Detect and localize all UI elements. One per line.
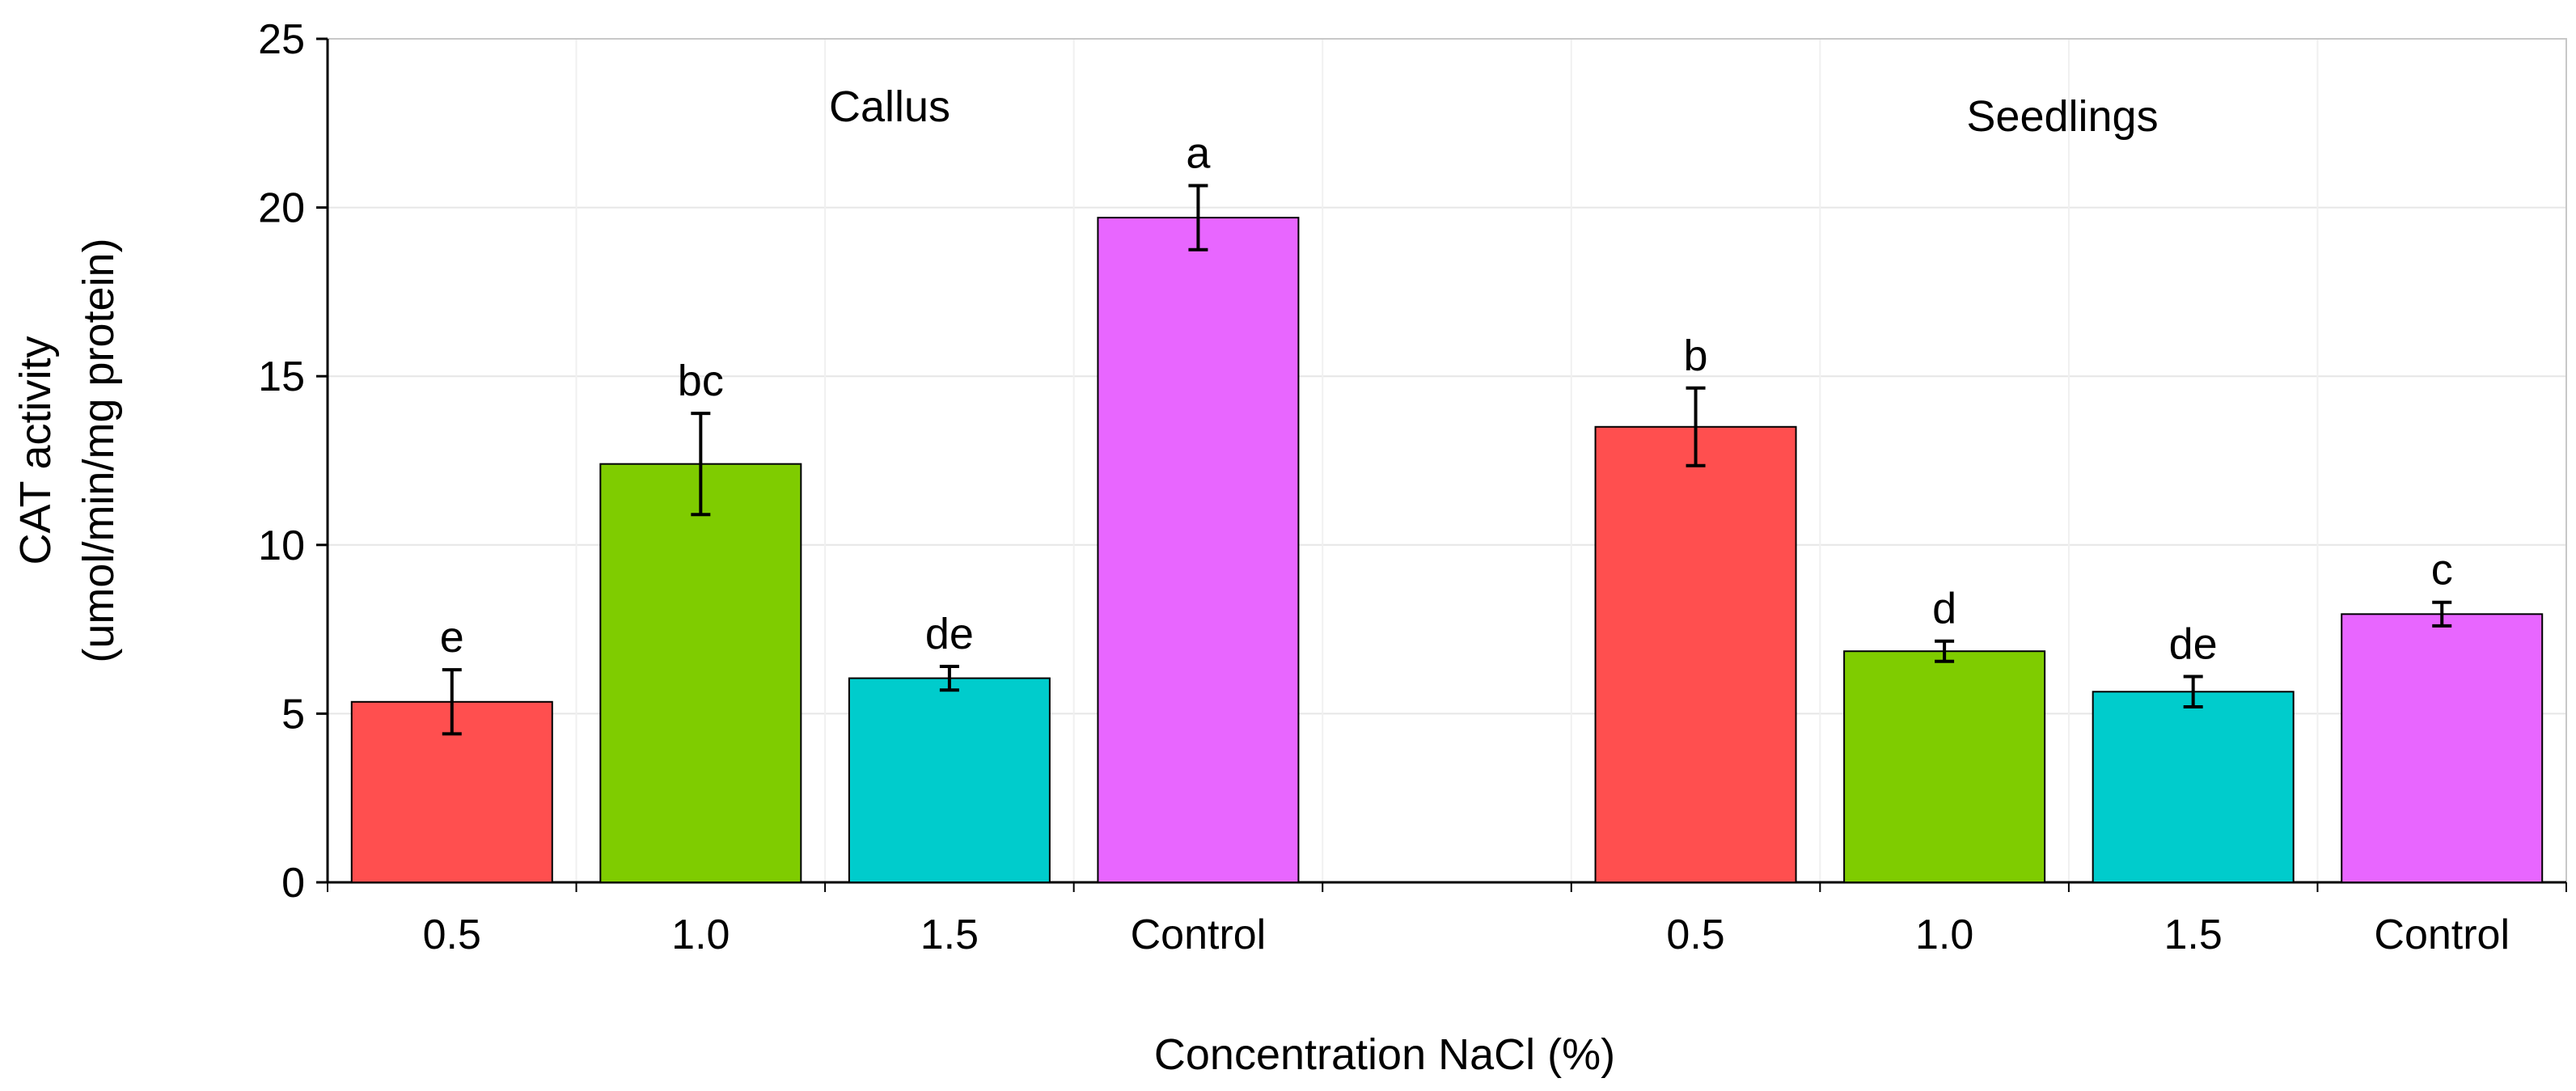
significance-letter: de <box>2169 620 2218 669</box>
bar <box>599 463 802 883</box>
y-tick-label: 15 <box>258 353 305 400</box>
x-tick-label: Control <box>2374 911 2510 958</box>
x-tick-label: 0.5 <box>423 911 481 958</box>
significance-letter: d <box>1932 585 1956 633</box>
bars <box>350 184 2544 884</box>
y-tick-label: 0 <box>281 860 305 907</box>
y-tick-label: 25 <box>258 16 305 63</box>
labels: 0 5 10 15 20 25 e 0.5 bc 1.0 de 1.5 a Control b 0.5 d 1.0… <box>258 16 2510 958</box>
x-tick-label: 1.5 <box>920 911 979 958</box>
y-tick-label: 5 <box>281 691 305 738</box>
group-label-seedlings: Seedlings <box>1966 92 2158 141</box>
y-axis-label: CAT activity <box>11 336 60 565</box>
bar <box>2092 691 2295 883</box>
x-tick-label: 1.0 <box>671 911 730 958</box>
group-label-callus: Callus <box>829 82 950 131</box>
y-axis-units-label: (umol/min/mg protein) <box>74 238 123 662</box>
x-tick-label: 1.0 <box>1915 911 1973 958</box>
significance-letter: b <box>1684 332 1708 380</box>
x-tick-label: Control <box>1131 911 1267 958</box>
x-tick-label: 0.5 <box>1666 911 1724 958</box>
bar <box>1097 217 1300 883</box>
y-tick-label: 20 <box>258 185 305 232</box>
significance-letter: bc <box>678 357 724 405</box>
x-tick-label: 1.5 <box>2164 911 2223 958</box>
significance-letter: e <box>440 613 464 662</box>
significance-letter: c <box>2431 546 2453 594</box>
bar <box>2341 613 2544 883</box>
significance-letter: a <box>1186 129 1211 177</box>
bar <box>1594 425 1797 883</box>
significance-letter: de <box>925 610 974 658</box>
y-tick-label: 10 <box>258 522 305 569</box>
bar <box>848 677 1051 883</box>
bar <box>1843 650 2046 884</box>
x-axis-label: Concentration NaCl (%) <box>1154 1030 1615 1079</box>
